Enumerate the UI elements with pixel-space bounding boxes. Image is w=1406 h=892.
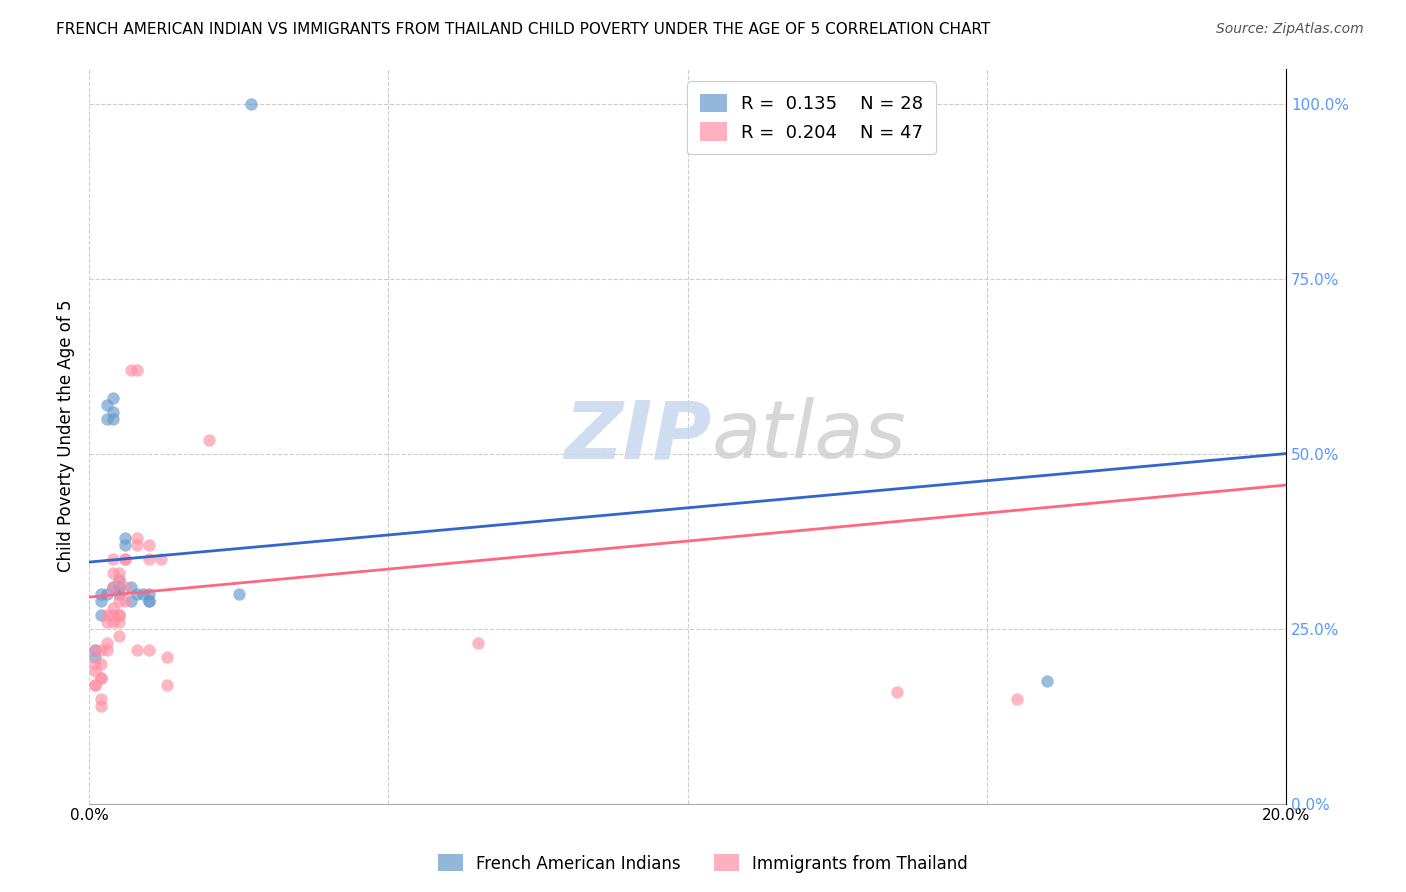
Point: [114, 593, 136, 607]
Point: [101, 566, 124, 580]
Point: [108, 573, 131, 587]
Point: [138, 593, 160, 607]
Point: [120, 593, 142, 607]
Point: [120, 362, 142, 376]
Point: [125, 586, 148, 600]
Point: [84, 649, 107, 664]
Point: [108, 580, 131, 594]
Legend: R =  0.135    N = 28, R =  0.204    N = 47: R = 0.135 N = 28, R = 0.204 N = 47: [688, 81, 936, 154]
Point: [90, 671, 112, 685]
Point: [90, 607, 112, 622]
Point: [108, 607, 131, 622]
Point: [108, 580, 131, 594]
Point: [84, 677, 107, 691]
Point: [101, 600, 124, 615]
Text: Source: ZipAtlas.com: Source: ZipAtlas.com: [1216, 22, 1364, 37]
Point: [96, 607, 118, 622]
Point: [125, 531, 148, 545]
Point: [120, 580, 142, 594]
Point: [138, 642, 160, 657]
Point: [138, 593, 160, 607]
Text: FRENCH AMERICAN INDIAN VS IMMIGRANTS FROM THAILAND CHILD POVERTY UNDER THE AGE O: FRENCH AMERICAN INDIAN VS IMMIGRANTS FRO…: [56, 22, 990, 37]
Point: [114, 580, 136, 594]
Point: [108, 566, 131, 580]
Point: [84, 642, 107, 657]
Text: atlas: atlas: [711, 397, 907, 475]
Point: [108, 629, 131, 643]
Point: [101, 551, 124, 566]
Point: [467, 635, 489, 649]
Point: [138, 538, 160, 552]
Point: [108, 615, 131, 629]
Point: [114, 538, 136, 552]
Point: [96, 615, 118, 629]
Point: [114, 531, 136, 545]
Point: [84, 642, 107, 657]
Point: [101, 607, 124, 622]
Point: [96, 586, 118, 600]
Point: [84, 677, 107, 691]
Point: [96, 642, 118, 657]
Point: [138, 586, 160, 600]
Point: [101, 580, 124, 594]
Point: [108, 593, 131, 607]
Point: [84, 657, 107, 671]
Point: [125, 642, 148, 657]
Point: [96, 411, 118, 425]
Point: [101, 615, 124, 629]
Point: [149, 551, 172, 566]
Point: [125, 538, 148, 552]
Point: [125, 362, 148, 376]
Point: [101, 391, 124, 405]
Point: [114, 551, 136, 566]
Point: [138, 551, 160, 566]
Point: [90, 642, 112, 657]
Point: [101, 404, 124, 418]
Point: [90, 671, 112, 685]
Point: [101, 580, 124, 594]
Point: [1005, 691, 1028, 706]
Point: [101, 411, 124, 425]
Point: [108, 573, 131, 587]
Y-axis label: Child Poverty Under the Age of 5: Child Poverty Under the Age of 5: [58, 300, 75, 573]
Point: [90, 691, 112, 706]
Point: [156, 677, 179, 691]
Point: [228, 586, 250, 600]
Point: [90, 657, 112, 671]
Point: [1035, 674, 1057, 689]
Point: [90, 698, 112, 713]
Point: [197, 433, 219, 447]
Point: [96, 635, 118, 649]
Point: [132, 586, 155, 600]
Point: [84, 664, 107, 678]
Text: ZIP: ZIP: [564, 397, 711, 475]
Point: [108, 607, 131, 622]
Point: [96, 398, 118, 412]
Point: [886, 684, 908, 698]
Legend: French American Indians, Immigrants from Thailand: French American Indians, Immigrants from…: [432, 847, 974, 880]
Point: [90, 593, 112, 607]
Point: [90, 586, 112, 600]
Point: [156, 649, 179, 664]
Point: [114, 551, 136, 566]
Point: [108, 586, 131, 600]
Point: [239, 96, 262, 111]
